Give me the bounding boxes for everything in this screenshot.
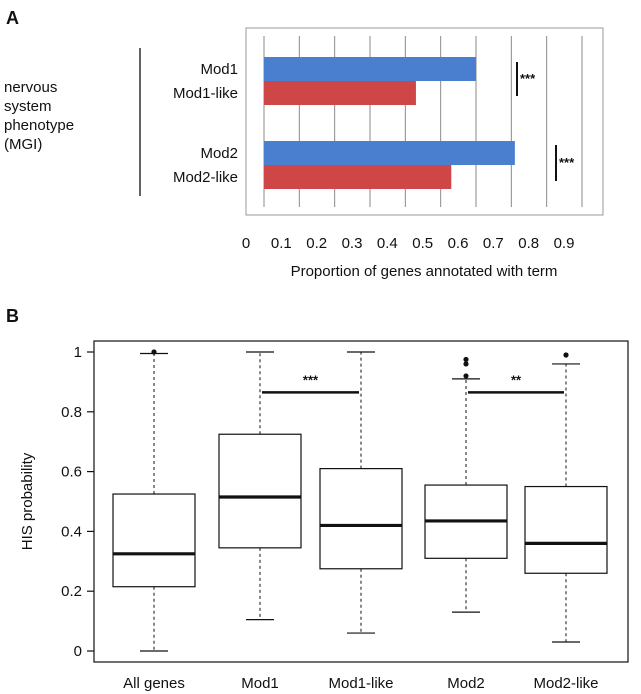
group-label-line: phenotype [4, 117, 74, 134]
y-axis-title: HIS probability [19, 452, 36, 550]
category-label: Mod1-like [173, 85, 238, 102]
x-tick-label: 0.5 [412, 235, 433, 252]
group-label-line: (MGI) [4, 136, 42, 153]
x-tick-label: 0 [242, 235, 250, 252]
significance-label: *** [520, 71, 536, 86]
x-tick-label: 0.7 [483, 235, 504, 252]
x-tick-label: 0.6 [448, 235, 469, 252]
box-mod2-like [524, 485, 608, 574]
box-mod1 [218, 433, 302, 549]
panel-a-letter: A [6, 8, 19, 28]
significance-label: *** [303, 372, 319, 387]
y-tick-label: 0.4 [61, 523, 82, 540]
x-axis-title: Proportion of genes annotated with term [291, 263, 558, 280]
outlier-point [563, 352, 569, 358]
panel-b-letter: B [6, 306, 19, 326]
bar-mod2 [264, 141, 515, 165]
outlier-point [151, 349, 157, 355]
category-label: Mod2-like [173, 169, 238, 186]
panel-b-boxplot: 0 0.2 0.4 0.6 0.8 1 HIS probability All genes Mo… [19, 340, 629, 692]
y-tick-label: 0 [74, 643, 82, 660]
panel-a-bar-chart: 0 0.1 0.2 0.3 0.4 0.5 0.6 0.7 0.8 0.9 Proportion o… [4, 27, 604, 280]
x-category-label: All genes [123, 675, 185, 692]
x-category-label: Mod1-like [328, 675, 393, 692]
y-tick-label: 0.2 [61, 583, 82, 600]
x-category-label: Mod2 [447, 675, 485, 692]
y-tick-label: 0.6 [61, 464, 82, 481]
x-category-label: Mod2-like [533, 675, 598, 692]
x-category-label: Mod1 [241, 675, 279, 692]
x-tick-label: 0.4 [377, 235, 398, 252]
x-tick-label: 0.2 [306, 235, 327, 252]
y-tick-label: 1 [74, 344, 82, 361]
group-label-line: nervous [4, 79, 57, 96]
x-tick-label: 0.9 [554, 235, 575, 252]
x-tick-label: 0.3 [342, 235, 363, 252]
box-mod1-like [319, 468, 403, 570]
x-tick-label: 0.1 [271, 235, 292, 252]
group-label-line: system [4, 98, 52, 115]
bar-mod1-like [264, 81, 416, 105]
significance-label: ** [511, 372, 522, 387]
bar-mod1 [264, 57, 476, 81]
outlier-point [463, 356, 469, 363]
category-label: Mod2 [200, 145, 238, 162]
box-all-genes [112, 493, 196, 588]
outlier-point [463, 373, 469, 379]
bar-mod2-like [264, 165, 452, 189]
x-tick-label: 0.8 [518, 235, 539, 252]
significance-label: *** [559, 155, 575, 170]
y-tick-label: 0.8 [61, 404, 82, 421]
outlier-point [463, 361, 469, 367]
category-label: Mod1 [200, 61, 238, 78]
